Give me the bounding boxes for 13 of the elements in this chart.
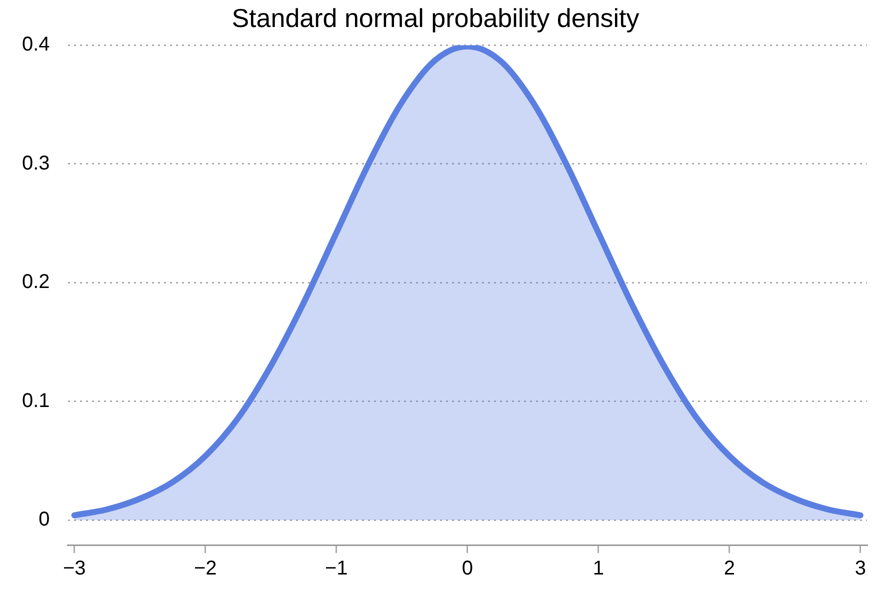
y-tick-label: 0 bbox=[38, 508, 50, 531]
chart-title: Standard normal probability density bbox=[232, 2, 640, 33]
x-tick-label: −1 bbox=[324, 558, 348, 580]
y-tick-label: 0.1 bbox=[22, 390, 50, 412]
x-tick-label: 1 bbox=[592, 558, 604, 580]
y-tick-label: 0.4 bbox=[22, 34, 50, 56]
x-tick-label: 3 bbox=[854, 558, 866, 580]
x-tick-label: 2 bbox=[724, 558, 735, 580]
y-tick-label: 0.3 bbox=[22, 152, 50, 174]
x-tick-label: 0 bbox=[462, 558, 473, 580]
x-tick-label: −2 bbox=[194, 558, 217, 580]
x-tick-label: −3 bbox=[62, 558, 86, 580]
y-tick-label: 0.2 bbox=[22, 271, 50, 294]
